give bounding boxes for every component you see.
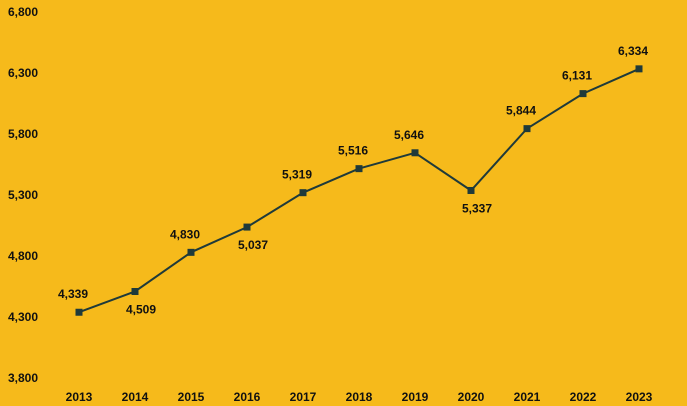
data-point-marker	[523, 125, 531, 133]
x-tick-label: 2017	[290, 390, 317, 404]
data-point-marker	[635, 65, 643, 73]
y-axis-ticks: 3,800 4,300 4,800 5,300 5,800 6,300 6,800	[8, 5, 38, 385]
data-label: 4,830	[170, 227, 200, 241]
data-point-marker	[467, 186, 475, 194]
series-line-group	[78, 67, 640, 314]
data-point-marker	[243, 223, 251, 231]
data-labels-group: 4,339 4,509 4,830 5,037 5,319 5,516 5,646 5,337…	[58, 44, 648, 317]
data-point-marker	[299, 189, 307, 197]
x-axis-ticks: 2013 2014 2015 2016 2017 2018 2019 2020 2021 2022…	[66, 390, 653, 404]
y-tick-label: 3,800	[8, 371, 38, 385]
data-label: 5,337	[462, 201, 492, 215]
x-tick-label: 2022	[570, 390, 597, 404]
y-tick-label: 6,800	[8, 5, 38, 19]
x-tick-label: 2020	[458, 390, 485, 404]
x-tick-label: 2019	[402, 390, 429, 404]
y-tick-label: 4,300	[8, 310, 38, 324]
y-tick-label: 5,300	[8, 188, 38, 202]
data-label: 6,131	[562, 69, 592, 83]
y-tick-label: 5,800	[8, 127, 38, 141]
data-point-marker	[579, 90, 587, 98]
x-tick-label: 2023	[626, 390, 653, 404]
x-tick-label: 2014	[122, 390, 149, 404]
data-point-marker	[75, 308, 83, 316]
y-tick-label: 6,300	[8, 66, 38, 80]
x-tick-label: 2013	[66, 390, 93, 404]
x-tick-label: 2015	[178, 390, 205, 404]
x-tick-label: 2016	[234, 390, 261, 404]
data-label: 6,334	[618, 44, 648, 58]
data-point-marker	[355, 165, 363, 173]
data-label: 5,844	[506, 104, 536, 118]
data-point-marker	[131, 288, 139, 296]
data-label: 5,516	[338, 144, 368, 158]
data-label: 4,339	[58, 287, 88, 301]
data-point-marker	[411, 149, 419, 157]
data-label: 4,509	[126, 303, 156, 317]
data-label: 5,037	[238, 238, 268, 252]
data-label: 5,646	[394, 128, 424, 142]
markers-group	[75, 65, 643, 316]
data-label: 5,319	[282, 168, 312, 182]
y-tick-label: 4,800	[8, 249, 38, 263]
x-tick-label: 2021	[514, 390, 541, 404]
data-point-marker	[187, 248, 195, 256]
x-tick-label: 2018	[346, 390, 373, 404]
series-line	[78, 67, 640, 314]
